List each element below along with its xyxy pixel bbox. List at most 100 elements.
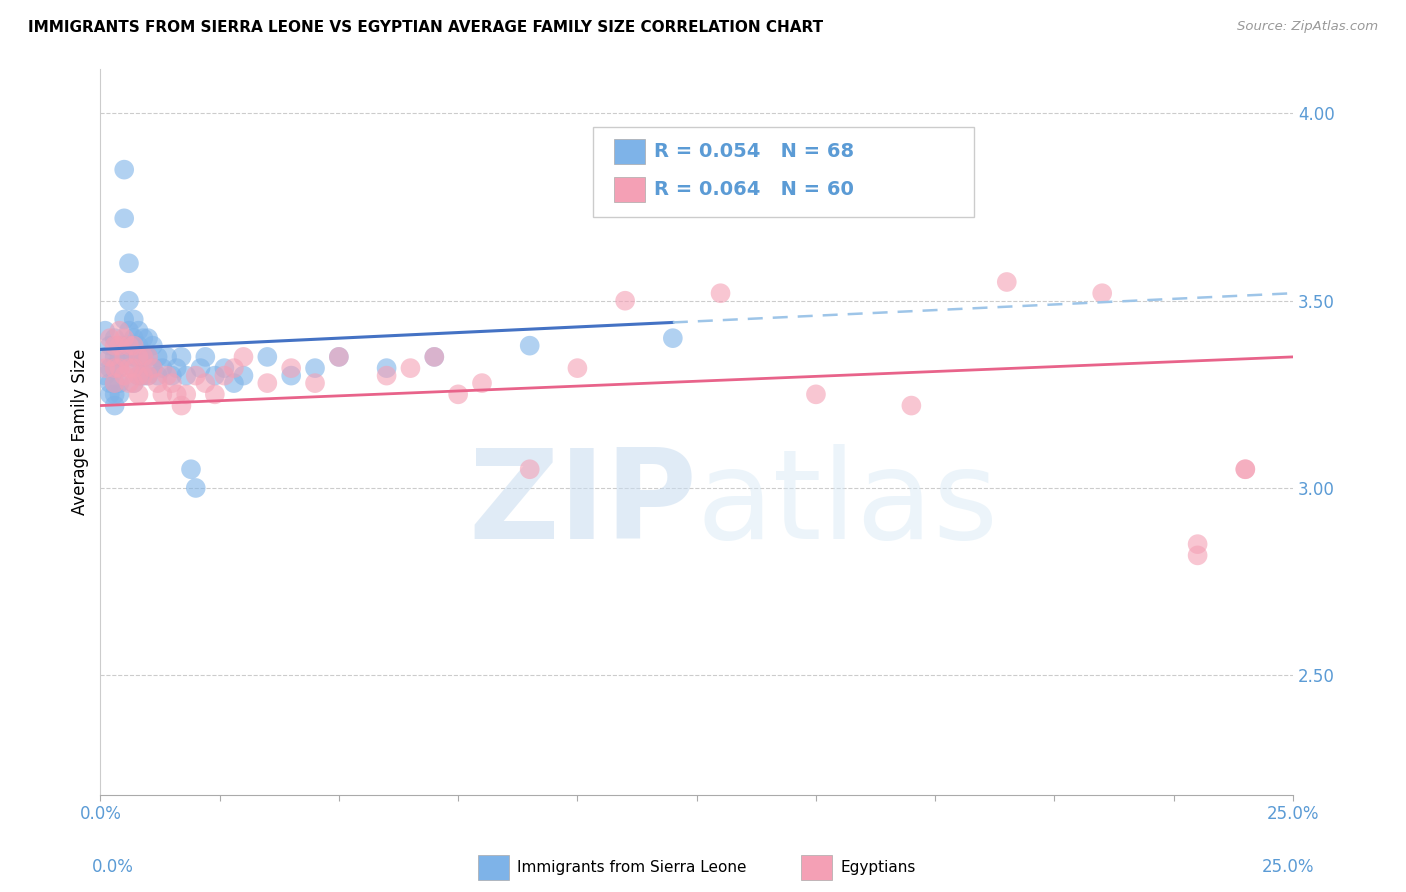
Point (146, 368, 169, 383)
Point (112, 211, 135, 226)
Point (156, 368, 179, 383)
Point (128, 368, 150, 383)
Point (567, 361, 589, 376)
Point (104, 376, 127, 390)
Point (132, 350, 155, 364)
Point (112, 350, 135, 364)
Point (519, 339, 541, 353)
Point (174, 387, 197, 401)
Point (122, 331, 145, 345)
Point (142, 361, 165, 376)
Point (166, 387, 188, 401)
Point (204, 387, 226, 401)
Point (108, 324, 131, 338)
Point (104, 339, 127, 353)
Point (304, 361, 326, 376)
Point (900, 399, 922, 413)
Text: atlas: atlas (697, 444, 998, 565)
Text: IMMIGRANTS FROM SIERRA LEONE VS EGYPTIAN AVERAGE FAMILY SIZE CORRELATION CHART: IMMIGRANTS FROM SIERRA LEONE VS EGYPTIAN… (28, 20, 824, 35)
Point (375, 361, 398, 376)
Point (142, 339, 165, 353)
Point (1091, 286, 1114, 301)
Point (94, 324, 117, 338)
Point (108, 339, 131, 353)
Point (104, 399, 127, 413)
Point (709, 286, 731, 301)
Point (328, 350, 350, 364)
Point (118, 361, 141, 376)
Point (104, 387, 127, 401)
Point (112, 312, 135, 326)
Point (150, 387, 173, 401)
Point (166, 361, 188, 376)
Point (170, 350, 193, 364)
Point (104, 361, 127, 376)
Point (194, 350, 217, 364)
Point (112, 368, 135, 383)
Point (122, 312, 145, 326)
Point (98, 339, 121, 353)
Point (122, 339, 145, 353)
Text: 25.0%: 25.0% (1263, 858, 1315, 876)
Point (136, 350, 159, 364)
Point (122, 376, 145, 390)
Text: 0.0%: 0.0% (91, 858, 134, 876)
Point (98, 376, 121, 390)
Point (104, 331, 127, 345)
Point (156, 350, 179, 364)
Point (304, 376, 326, 390)
Point (108, 361, 131, 376)
Point (328, 350, 350, 364)
Point (118, 293, 141, 308)
Point (804, 387, 827, 401)
Point (128, 368, 150, 383)
Point (118, 339, 141, 353)
Point (222, 376, 245, 390)
Point (519, 462, 541, 476)
Point (104, 350, 127, 364)
Point (375, 368, 398, 383)
Point (180, 462, 202, 476)
Point (170, 399, 193, 413)
Point (1187, 537, 1209, 551)
Point (222, 361, 245, 376)
Point (112, 350, 135, 364)
Point (471, 376, 494, 390)
Point (256, 350, 278, 364)
Point (112, 339, 135, 353)
Point (118, 339, 141, 353)
Point (122, 361, 145, 376)
Point (136, 350, 159, 364)
Point (184, 368, 207, 383)
Point (122, 376, 145, 390)
Point (112, 162, 135, 177)
Point (1187, 549, 1209, 563)
Point (160, 376, 183, 390)
Point (256, 376, 278, 390)
Point (132, 331, 155, 345)
Point (1234, 462, 1257, 476)
Point (146, 376, 169, 390)
Point (98, 331, 121, 345)
Text: ZIP: ZIP (468, 444, 697, 565)
Point (132, 368, 155, 383)
Point (94, 361, 117, 376)
Point (136, 368, 159, 383)
Point (184, 481, 207, 495)
Point (214, 368, 236, 383)
Point (174, 368, 197, 383)
Point (1234, 462, 1257, 476)
Y-axis label: Average Family Size: Average Family Size (72, 349, 89, 515)
Point (280, 361, 302, 376)
Point (132, 350, 155, 364)
Point (128, 350, 150, 364)
Point (995, 275, 1018, 289)
Point (447, 387, 470, 401)
Text: R = 0.064   N = 60: R = 0.064 N = 60 (654, 179, 853, 199)
Point (146, 350, 169, 364)
Text: R = 0.054   N = 68: R = 0.054 N = 68 (654, 142, 853, 161)
Point (128, 339, 150, 353)
Point (108, 376, 131, 390)
Point (108, 339, 131, 353)
Text: Source: ZipAtlas.com: Source: ZipAtlas.com (1237, 20, 1378, 33)
